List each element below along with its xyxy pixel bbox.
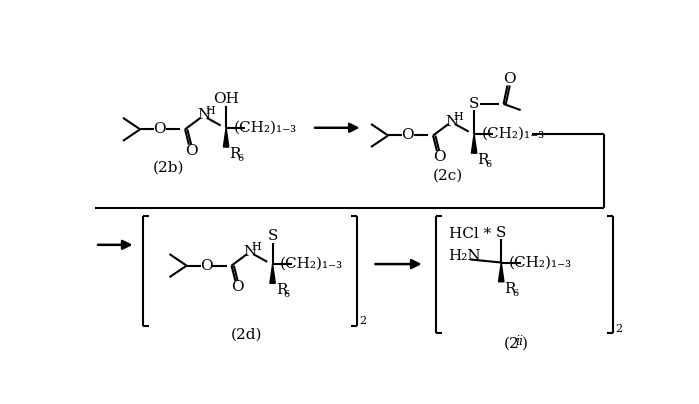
Text: HCl *: HCl * bbox=[449, 227, 491, 241]
Text: S: S bbox=[496, 226, 506, 240]
Text: (CH₂)₁₋₃: (CH₂)₁₋₃ bbox=[508, 256, 572, 269]
Text: N: N bbox=[197, 108, 210, 122]
Text: O: O bbox=[401, 128, 414, 143]
Text: S: S bbox=[268, 229, 278, 243]
Text: O: O bbox=[433, 150, 445, 164]
Polygon shape bbox=[498, 263, 504, 282]
Text: (2d): (2d) bbox=[231, 328, 262, 342]
Text: 6: 6 bbox=[512, 289, 518, 298]
Text: 2: 2 bbox=[615, 324, 623, 334]
Text: (CH₂)₁₋₃: (CH₂)₁₋₃ bbox=[280, 257, 343, 271]
Polygon shape bbox=[270, 264, 275, 283]
Text: N: N bbox=[445, 115, 459, 128]
Text: O: O bbox=[200, 259, 212, 273]
Text: R: R bbox=[477, 153, 489, 167]
Text: H: H bbox=[252, 242, 261, 252]
Text: ): ) bbox=[522, 337, 528, 350]
Text: 6: 6 bbox=[485, 160, 491, 169]
Text: H₂N: H₂N bbox=[449, 249, 481, 263]
Text: ii: ii bbox=[515, 335, 523, 348]
Text: (2: (2 bbox=[503, 337, 519, 350]
Text: R: R bbox=[275, 283, 287, 297]
Text: O: O bbox=[185, 144, 198, 158]
Text: O: O bbox=[503, 72, 516, 86]
Polygon shape bbox=[224, 128, 229, 147]
Polygon shape bbox=[471, 134, 477, 153]
Text: (CH₂)₁₋₃: (CH₂)₁₋₃ bbox=[233, 121, 296, 135]
Text: O: O bbox=[153, 122, 166, 136]
Text: OH: OH bbox=[213, 92, 239, 106]
Text: 6: 6 bbox=[284, 290, 289, 299]
Text: 6: 6 bbox=[237, 154, 243, 163]
Text: R: R bbox=[229, 147, 240, 161]
Text: (CH₂)₁₋₃: (CH₂)₁₋₃ bbox=[482, 127, 545, 141]
Text: (2b): (2b) bbox=[153, 161, 185, 175]
Text: R: R bbox=[504, 282, 516, 296]
Text: N: N bbox=[243, 245, 257, 259]
Text: S: S bbox=[469, 97, 480, 111]
Text: (2c): (2c) bbox=[433, 168, 463, 183]
Text: 2: 2 bbox=[360, 316, 367, 326]
Text: H: H bbox=[453, 112, 463, 122]
Text: H: H bbox=[205, 106, 215, 116]
Text: O: O bbox=[231, 280, 244, 294]
